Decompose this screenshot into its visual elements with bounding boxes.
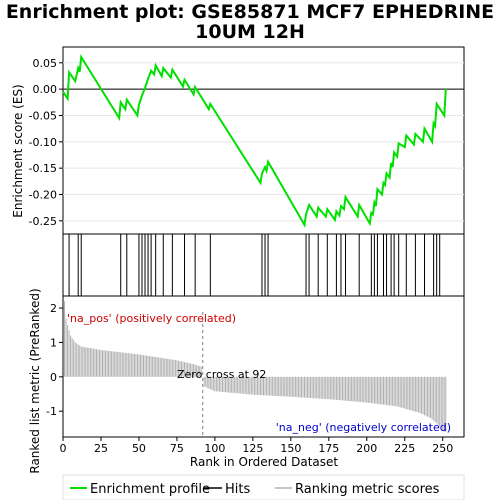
x-tick-label: 25	[94, 442, 108, 455]
zero-cross-label: Zero cross at 92	[177, 368, 266, 381]
x-axis-label: Rank in Ordered Dataset	[190, 455, 338, 469]
x-tick-label: 225	[394, 442, 415, 455]
negative-label: 'na_neg' (negatively correlated)	[276, 421, 451, 434]
metric-y-tick-label: 1	[50, 336, 57, 349]
metric-y-axis-label: Ranked list metric (PreRanked)	[28, 288, 42, 473]
hits-panel-frame	[63, 234, 464, 296]
es-y-ticks: 0.05 0.00 -0.05 -0.10 -0.15 -0.20 -0.25	[29, 57, 63, 228]
x-tick-label: 125	[242, 442, 263, 455]
metric-y-tick-label: 0	[50, 371, 57, 384]
es-y-tick-label: -0.05	[29, 109, 57, 122]
es-y-tick-label: 0.00	[33, 83, 58, 96]
legend: Enrichment profile Hits Ranking metric s…	[63, 475, 464, 500]
es-y-axis-label: Enrichment score (ES)	[11, 84, 25, 217]
x-tick-label: 150	[280, 442, 301, 455]
es-y-tick-label: -0.25	[29, 215, 57, 228]
title-line-2: 10UM 12H	[195, 21, 305, 43]
legend-item-hits: Hits	[225, 482, 250, 497]
es-y-tick-label: 0.05	[33, 57, 58, 70]
legend-item-profile: Enrichment profile	[90, 482, 210, 497]
x-tick-label: 100	[204, 442, 225, 455]
metric-y-ticks: 2 1 0 -1	[46, 302, 63, 418]
metric-y-tick-label: 2	[50, 302, 57, 315]
x-ticks: 0 25 50 75 100 125 150 175 200 225 250	[60, 437, 454, 455]
legend-item-metric: Ranking metric scores	[295, 482, 440, 497]
x-tick-label: 75	[170, 442, 184, 455]
es-y-tick-label: -0.15	[29, 162, 57, 175]
title-line-1: Enrichment plot: GSE85871 MCF7 EPHEDRINE	[6, 1, 494, 23]
x-tick-label: 0	[60, 442, 67, 455]
es-y-tick-label: -0.10	[29, 136, 57, 149]
es-panel-frame	[63, 47, 464, 234]
metric-panel: 2 1 0 -1 0 25 50 75 100 125 150 175 200 225 250 'na_p…	[28, 288, 464, 473]
x-tick-label: 175	[318, 442, 339, 455]
x-tick-label: 50	[132, 442, 146, 455]
positive-label: 'na_pos' (positively correlated)	[67, 312, 236, 325]
metric-y-tick-label: -1	[46, 405, 57, 418]
es-panel: 0.05 0.00 -0.05 -0.10 -0.15 -0.20 -0.25 Enrich…	[11, 47, 464, 234]
hits-panel	[63, 234, 464, 296]
x-tick-label: 250	[432, 442, 453, 455]
x-tick-label: 200	[356, 442, 377, 455]
es-y-tick-label: -0.20	[29, 188, 57, 201]
